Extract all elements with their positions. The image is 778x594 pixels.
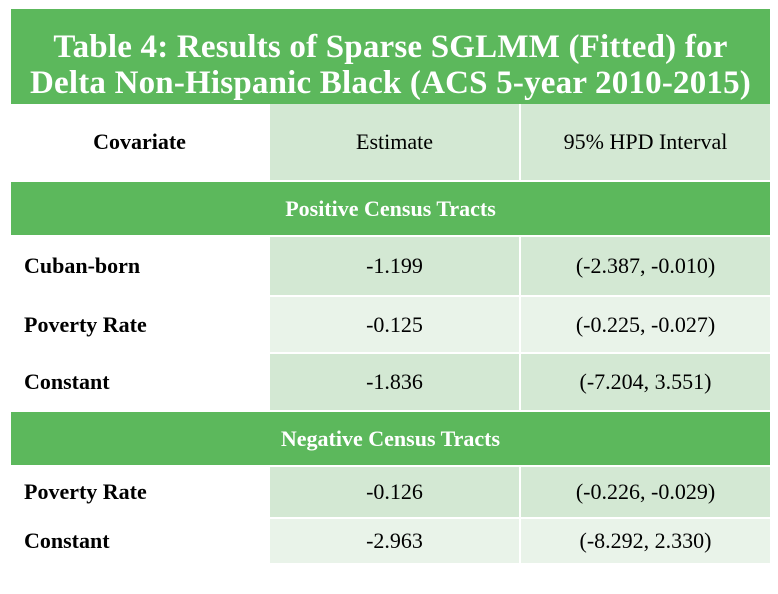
table-row: Poverty Rate -0.126 (-0.226, -0.029) — [11, 467, 770, 519]
row-estimate: -2.963 — [268, 519, 519, 563]
table-title: Table 4: Results of Sparse SGLMM (Fitted… — [11, 9, 770, 104]
row-interval: (-0.225, -0.027) — [519, 297, 770, 352]
table-row: Poverty Rate -0.125 (-0.225, -0.027) — [11, 297, 770, 354]
table-row: Constant -1.836 (-7.204, 3.551) — [11, 354, 770, 412]
column-header-row: Covariate Estimate 95% HPD Interval — [11, 104, 770, 182]
row-estimate: -0.125 — [268, 297, 519, 352]
row-interval: (-7.204, 3.551) — [519, 354, 770, 410]
row-interval: (-8.292, 2.330) — [519, 519, 770, 563]
table-row: Cuban-born -1.199 (-2.387, -0.010) — [11, 237, 770, 297]
column-header-interval: 95% HPD Interval — [519, 104, 770, 180]
row-estimate: -1.199 — [268, 237, 519, 295]
section-header-negative: Negative Census Tracts — [11, 412, 770, 467]
table-title-line-2: Delta Non-Hispanic Black (ACS 5-year 201… — [29, 65, 751, 101]
row-covariate: Cuban-born — [11, 237, 268, 295]
row-estimate: -1.836 — [268, 354, 519, 410]
table-row: Constant -2.963 (-8.292, 2.330) — [11, 519, 770, 565]
row-covariate: Constant — [11, 354, 268, 410]
row-covariate: Poverty Rate — [11, 467, 268, 517]
row-covariate: Constant — [11, 519, 268, 563]
column-header-covariate: Covariate — [11, 104, 268, 180]
section-header-positive: Positive Census Tracts — [11, 182, 770, 237]
results-table: Table 4: Results of Sparse SGLMM (Fitted… — [11, 9, 770, 565]
row-covariate: Poverty Rate — [11, 297, 268, 352]
table-title-line-1: Table 4: Results of Sparse SGLMM (Fitted… — [53, 29, 728, 65]
column-header-estimate: Estimate — [268, 104, 519, 180]
row-estimate: -0.126 — [268, 467, 519, 517]
row-interval: (-0.226, -0.029) — [519, 467, 770, 517]
row-interval: (-2.387, -0.010) — [519, 237, 770, 295]
